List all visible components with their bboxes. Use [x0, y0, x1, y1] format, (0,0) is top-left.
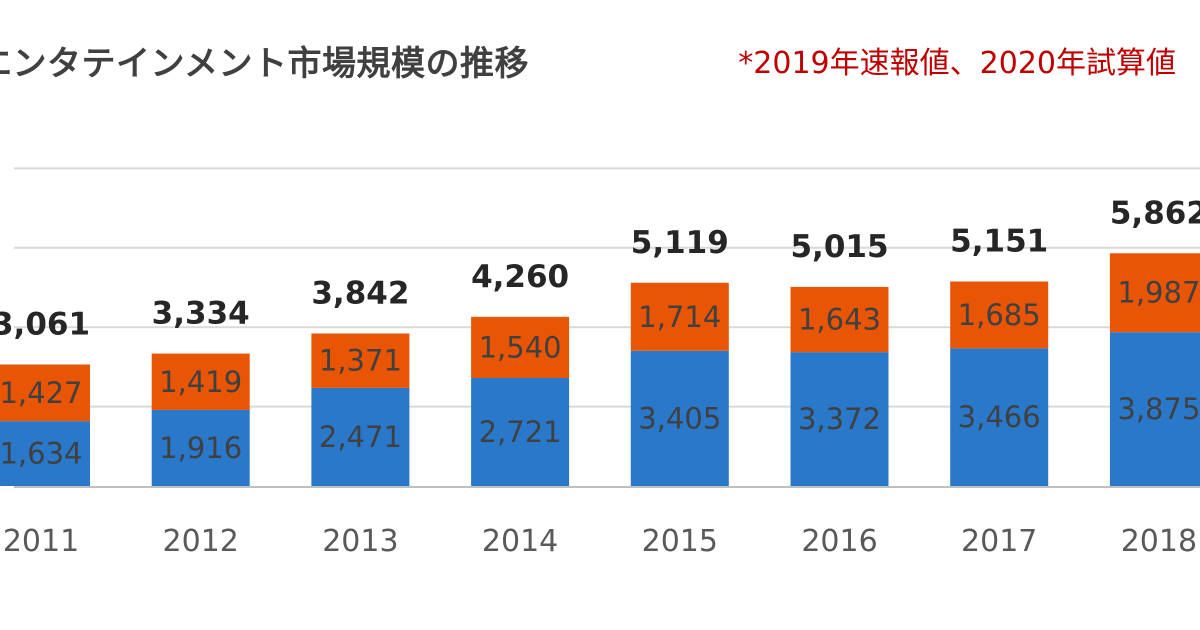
bar-segment-bottom — [151, 409, 250, 486]
total-label: 5,151 — [950, 224, 1048, 260]
bar-segment-bottom — [0, 421, 90, 486]
bar-segment-bottom — [471, 377, 570, 486]
data-label-top: 1,540 — [479, 330, 562, 364]
data-label-bottom: 3,405 — [638, 401, 721, 435]
bar-segment-bottom — [630, 350, 729, 486]
bar-segment-top — [311, 333, 410, 388]
bar-segment-top — [950, 281, 1049, 349]
data-label-bottom: 3,372 — [798, 402, 881, 436]
x-tick-label: 2016 — [801, 524, 877, 559]
data-label-bottom: 1,634 — [0, 437, 83, 471]
bar-segment-top — [1109, 253, 1200, 333]
bar-segment-bottom — [311, 387, 410, 486]
total-label: 5,119 — [631, 225, 729, 261]
data-label-bottom: 3,466 — [958, 400, 1041, 434]
total-label: 4,260 — [471, 259, 569, 295]
chart-title: エンタテインメント市場規模の推移 — [0, 44, 529, 82]
x-tick-label: 2012 — [163, 524, 239, 559]
data-label-bottom: 1,916 — [159, 431, 242, 465]
total-label: 3,061 — [0, 306, 90, 342]
bar-segment-top — [0, 364, 90, 422]
data-label-bottom: 2,721 — [479, 415, 562, 449]
data-label-top: 1,643 — [798, 303, 881, 337]
x-tick-label: 2011 — [3, 524, 79, 559]
x-tick-label: 2014 — [482, 524, 558, 559]
data-label-top: 1,427 — [0, 376, 83, 410]
bar-segment-top — [471, 316, 570, 378]
total-label: 5,015 — [790, 229, 888, 265]
chart-note: *2019年速報値、2020年試算値 — [738, 46, 1176, 81]
bar-segment-bottom — [790, 352, 889, 486]
total-label: 5,862 — [1110, 195, 1200, 231]
x-tick-label: 2015 — [642, 524, 718, 559]
bar-segment-bottom — [1109, 332, 1200, 486]
total-label: 3,334 — [152, 296, 250, 332]
data-label-top: 1,987 — [1117, 276, 1200, 310]
data-label-top: 1,419 — [159, 365, 242, 399]
data-label-bottom: 3,875 — [1117, 392, 1200, 426]
x-tick-label: 2017 — [961, 524, 1037, 559]
bar-segment-top — [151, 353, 250, 410]
bar-segment-bottom — [950, 348, 1049, 486]
data-label-top: 1,685 — [958, 298, 1041, 332]
bar-segment-top — [630, 282, 729, 351]
x-tick-label: 2018 — [1121, 524, 1197, 559]
data-label-bottom: 2,471 — [319, 420, 402, 454]
data-label-top: 1,371 — [319, 344, 402, 378]
x-tick-label: 2013 — [322, 524, 398, 559]
data-label-top: 1,714 — [638, 300, 721, 334]
bar-segment-top — [790, 286, 889, 353]
total-label: 3,842 — [311, 275, 409, 311]
title-row: エンタテインメント市場規模の推移 *2019年速報値、2020年試算値 — [0, 30, 1200, 82]
